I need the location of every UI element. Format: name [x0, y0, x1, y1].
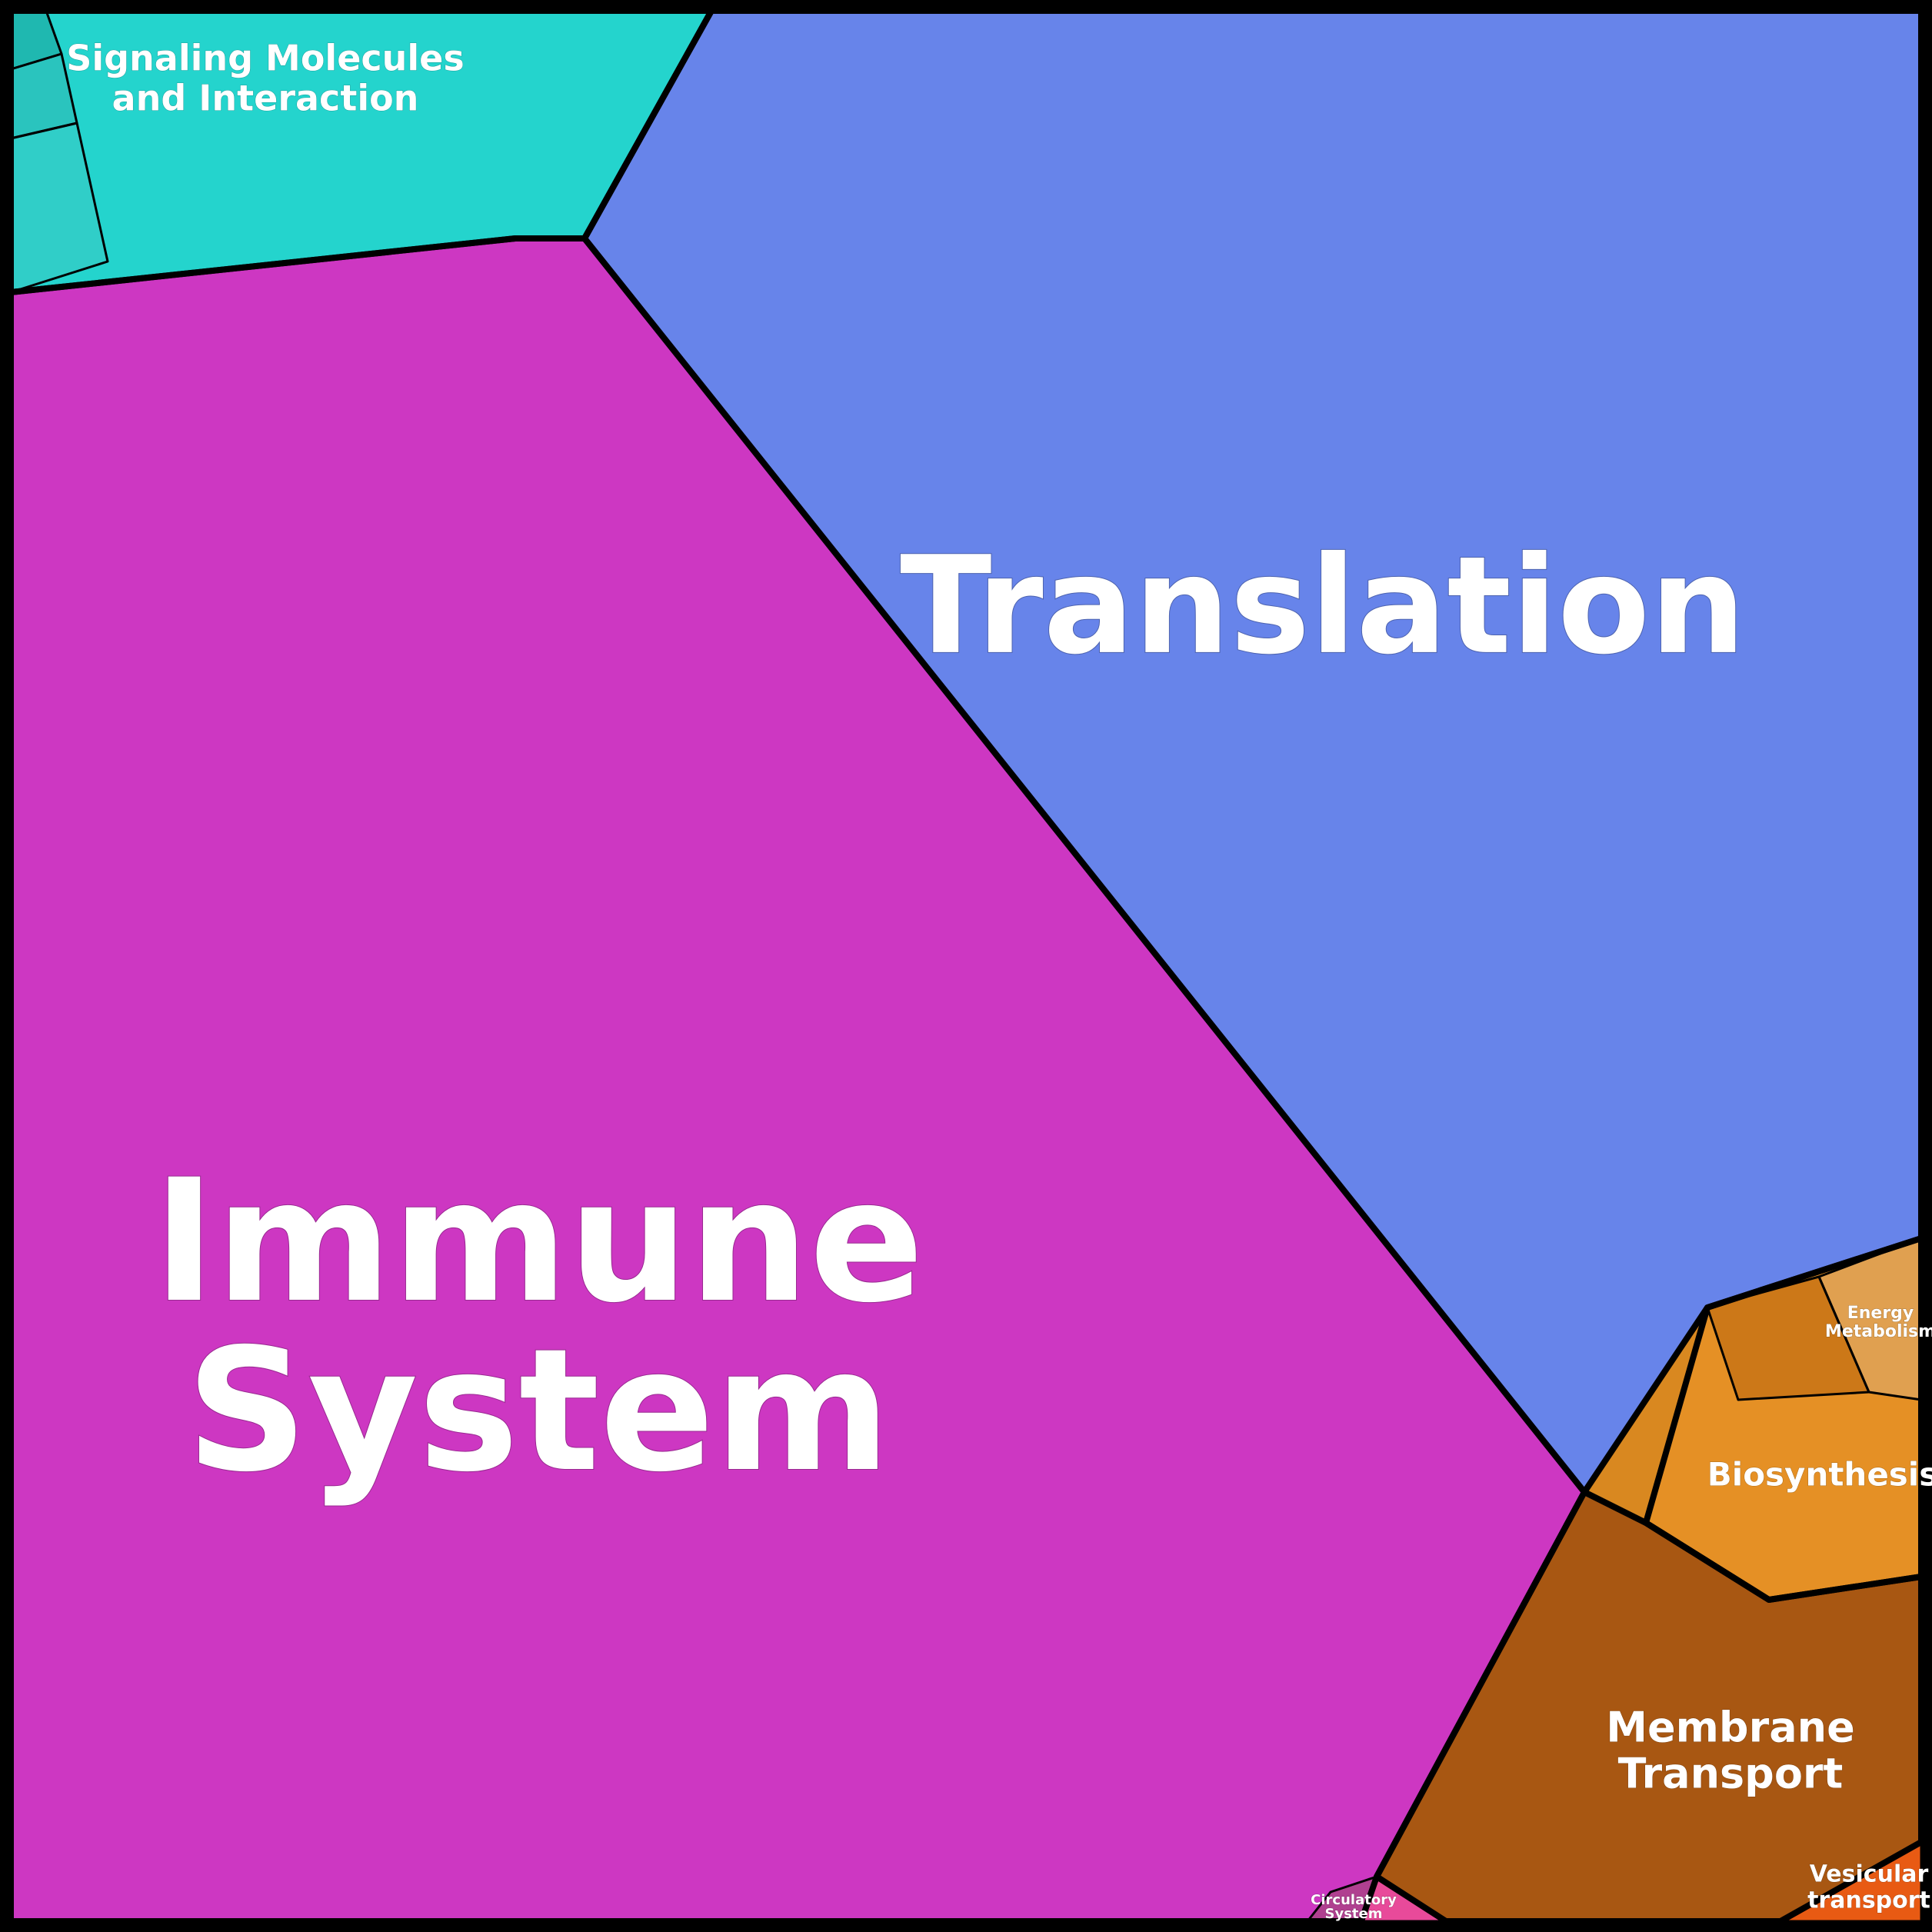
label-translation-line0: Translation [900, 528, 1746, 685]
label-vesicular-transport-line0: Vesicular [1810, 1861, 1929, 1888]
label-signaling-line1: and Interaction [112, 78, 419, 119]
label-biosynthesis-line0: Biosynthesis [1707, 1456, 1932, 1494]
label-membrane-transport-line0: Membrane [1606, 1704, 1854, 1752]
label-immune-system-line0: Immune [153, 1143, 924, 1340]
label-vesicular-transport-line1: transport [1807, 1887, 1930, 1914]
label-membrane-transport-line1: Transport [1618, 1750, 1844, 1798]
label-circulatory-line1: System [1325, 1906, 1383, 1922]
label-energy-metabolism-line0: Energy [1847, 1304, 1914, 1323]
label-signaling-line0: Signaling Molecules [66, 38, 465, 79]
label-immune-system-line1: System [186, 1312, 891, 1509]
voronoi-treemap: ImmuneSystemTranslationSignaling Molecul… [0, 0, 1932, 1932]
label-energy-metabolism-line1: Metabolism [1825, 1322, 1932, 1341]
